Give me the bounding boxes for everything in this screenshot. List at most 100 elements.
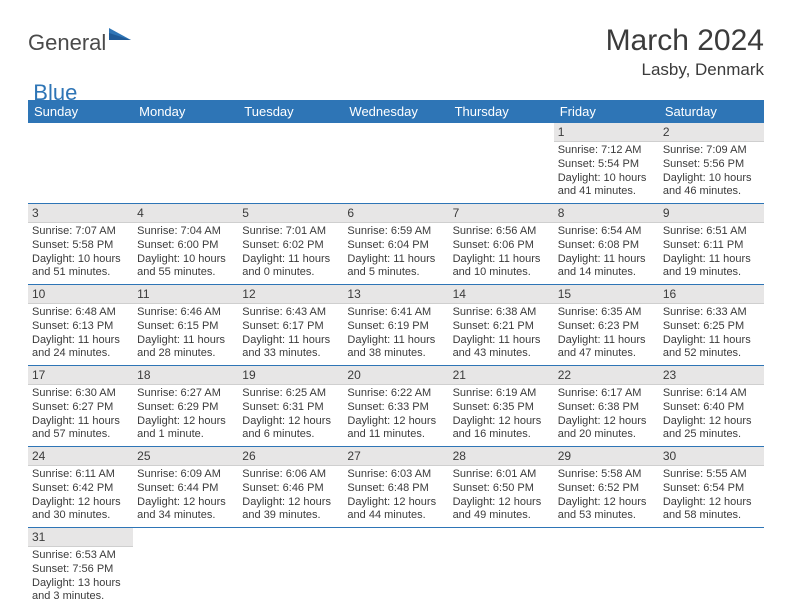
calendar-cell: 28Sunrise: 6:01 AMSunset: 6:50 PMDayligh… xyxy=(449,447,554,528)
calendar-cell: 9Sunrise: 6:51 AMSunset: 6:11 PMDaylight… xyxy=(659,204,764,285)
sunrise-text: Sunrise: 6:06 AM xyxy=(242,468,339,482)
sunrise-text: Sunrise: 6:19 AM xyxy=(453,387,550,401)
day-number: 22 xyxy=(554,366,659,385)
daylight-text: and 58 minutes. xyxy=(663,509,760,523)
weekday-header: Saturday xyxy=(659,100,764,123)
sunset-text: Sunset: 6:54 PM xyxy=(663,482,760,496)
day-details: Sunrise: 6:25 AMSunset: 6:31 PMDaylight:… xyxy=(238,385,343,446)
daylight-text: Daylight: 12 hours xyxy=(32,496,129,510)
calendar-cell xyxy=(343,123,448,204)
sunset-text: Sunset: 6:06 PM xyxy=(453,239,550,253)
day-details: Sunrise: 6:35 AMSunset: 6:23 PMDaylight:… xyxy=(554,304,659,365)
daylight-text: and 55 minutes. xyxy=(137,266,234,280)
sunrise-text: Sunrise: 6:53 AM xyxy=(32,549,129,563)
calendar-cell: 18Sunrise: 6:27 AMSunset: 6:29 PMDayligh… xyxy=(133,366,238,447)
daylight-text: and 49 minutes. xyxy=(453,509,550,523)
sunset-text: Sunset: 5:58 PM xyxy=(32,239,129,253)
sunset-text: Sunset: 6:23 PM xyxy=(558,320,655,334)
calendar-week-row: 10Sunrise: 6:48 AMSunset: 6:13 PMDayligh… xyxy=(28,285,764,366)
daylight-text: Daylight: 11 hours xyxy=(137,334,234,348)
day-details: Sunrise: 6:03 AMSunset: 6:48 PMDaylight:… xyxy=(343,466,448,527)
sunrise-text: Sunrise: 7:09 AM xyxy=(663,144,760,158)
daylight-text: Daylight: 12 hours xyxy=(347,496,444,510)
daylight-text: Daylight: 12 hours xyxy=(453,496,550,510)
sunrise-text: Sunrise: 6:14 AM xyxy=(663,387,760,401)
daylight-text: and 53 minutes. xyxy=(558,509,655,523)
daylight-text: Daylight: 12 hours xyxy=(242,415,339,429)
sunrise-text: Sunrise: 6:11 AM xyxy=(32,468,129,482)
sunset-text: Sunset: 5:56 PM xyxy=(663,158,760,172)
daylight-text: and 0 minutes. xyxy=(242,266,339,280)
day-number: 1 xyxy=(554,123,659,142)
day-details: Sunrise: 6:27 AMSunset: 6:29 PMDaylight:… xyxy=(133,385,238,446)
sunrise-text: Sunrise: 6:35 AM xyxy=(558,306,655,320)
sunset-text: Sunset: 6:11 PM xyxy=(663,239,760,253)
daylight-text: and 20 minutes. xyxy=(558,428,655,442)
sunrise-text: Sunrise: 6:22 AM xyxy=(347,387,444,401)
day-details: Sunrise: 6:11 AMSunset: 6:42 PMDaylight:… xyxy=(28,466,133,527)
calendar-cell: 4Sunrise: 7:04 AMSunset: 6:00 PMDaylight… xyxy=(133,204,238,285)
sunset-text: Sunset: 6:33 PM xyxy=(347,401,444,415)
sunrise-text: Sunrise: 5:58 AM xyxy=(558,468,655,482)
calendar-week-row: 1Sunrise: 7:12 AMSunset: 5:54 PMDaylight… xyxy=(28,123,764,204)
daylight-text: and 46 minutes. xyxy=(663,185,760,199)
calendar-cell xyxy=(28,123,133,204)
day-details: Sunrise: 6:14 AMSunset: 6:40 PMDaylight:… xyxy=(659,385,764,446)
daylight-text: Daylight: 11 hours xyxy=(242,253,339,267)
day-number: 24 xyxy=(28,447,133,466)
sunrise-text: Sunrise: 6:17 AM xyxy=(558,387,655,401)
sunrise-text: Sunrise: 6:56 AM xyxy=(453,225,550,239)
daylight-text: Daylight: 12 hours xyxy=(453,415,550,429)
calendar-cell: 23Sunrise: 6:14 AMSunset: 6:40 PMDayligh… xyxy=(659,366,764,447)
day-number: 4 xyxy=(133,204,238,223)
daylight-text: and 1 minute. xyxy=(137,428,234,442)
calendar-cell xyxy=(238,528,343,609)
day-details: Sunrise: 6:48 AMSunset: 6:13 PMDaylight:… xyxy=(28,304,133,365)
daylight-text: and 14 minutes. xyxy=(558,266,655,280)
daylight-text: Daylight: 12 hours xyxy=(137,496,234,510)
calendar-week-row: 3Sunrise: 7:07 AMSunset: 5:58 PMDaylight… xyxy=(28,204,764,285)
day-details: Sunrise: 6:22 AMSunset: 6:33 PMDaylight:… xyxy=(343,385,448,446)
day-details: Sunrise: 6:09 AMSunset: 6:44 PMDaylight:… xyxy=(133,466,238,527)
day-number: 26 xyxy=(238,447,343,466)
day-details: Sunrise: 6:06 AMSunset: 6:46 PMDaylight:… xyxy=(238,466,343,527)
sunrise-text: Sunrise: 7:12 AM xyxy=(558,144,655,158)
calendar-cell: 6Sunrise: 6:59 AMSunset: 6:04 PMDaylight… xyxy=(343,204,448,285)
day-details: Sunrise: 6:30 AMSunset: 6:27 PMDaylight:… xyxy=(28,385,133,446)
calendar-cell: 27Sunrise: 6:03 AMSunset: 6:48 PMDayligh… xyxy=(343,447,448,528)
daylight-text: Daylight: 11 hours xyxy=(347,334,444,348)
daylight-text: Daylight: 10 hours xyxy=(137,253,234,267)
calendar-cell xyxy=(659,528,764,609)
day-details: Sunrise: 6:19 AMSunset: 6:35 PMDaylight:… xyxy=(449,385,554,446)
sunrise-text: Sunrise: 6:48 AM xyxy=(32,306,129,320)
sunrise-text: Sunrise: 6:01 AM xyxy=(453,468,550,482)
daylight-text: and 10 minutes. xyxy=(453,266,550,280)
sunrise-text: Sunrise: 5:55 AM xyxy=(663,468,760,482)
sunset-text: Sunset: 6:21 PM xyxy=(453,320,550,334)
brand-word1: General xyxy=(28,32,106,54)
sunset-text: Sunset: 5:54 PM xyxy=(558,158,655,172)
calendar-cell: 8Sunrise: 6:54 AMSunset: 6:08 PMDaylight… xyxy=(554,204,659,285)
calendar-cell: 15Sunrise: 6:35 AMSunset: 6:23 PMDayligh… xyxy=(554,285,659,366)
sunrise-text: Sunrise: 6:41 AM xyxy=(347,306,444,320)
day-number: 12 xyxy=(238,285,343,304)
calendar-week-row: 24Sunrise: 6:11 AMSunset: 6:42 PMDayligh… xyxy=(28,447,764,528)
weekday-header: Monday xyxy=(133,100,238,123)
day-details: Sunrise: 6:38 AMSunset: 6:21 PMDaylight:… xyxy=(449,304,554,365)
calendar-cell: 12Sunrise: 6:43 AMSunset: 6:17 PMDayligh… xyxy=(238,285,343,366)
day-number: 19 xyxy=(238,366,343,385)
daylight-text: Daylight: 12 hours xyxy=(558,415,655,429)
calendar-cell: 22Sunrise: 6:17 AMSunset: 6:38 PMDayligh… xyxy=(554,366,659,447)
day-number: 17 xyxy=(28,366,133,385)
calendar-cell: 3Sunrise: 7:07 AMSunset: 5:58 PMDaylight… xyxy=(28,204,133,285)
daylight-text: and 30 minutes. xyxy=(32,509,129,523)
weekday-header: Tuesday xyxy=(238,100,343,123)
daylight-text: and 44 minutes. xyxy=(347,509,444,523)
daylight-text: and 5 minutes. xyxy=(347,266,444,280)
sunset-text: Sunset: 6:17 PM xyxy=(242,320,339,334)
sunrise-text: Sunrise: 7:07 AM xyxy=(32,225,129,239)
calendar-cell: 11Sunrise: 6:46 AMSunset: 6:15 PMDayligh… xyxy=(133,285,238,366)
calendar-cell: 30Sunrise: 5:55 AMSunset: 6:54 PMDayligh… xyxy=(659,447,764,528)
day-details: Sunrise: 6:53 AMSunset: 7:56 PMDaylight:… xyxy=(28,547,133,608)
day-details: Sunrise: 6:43 AMSunset: 6:17 PMDaylight:… xyxy=(238,304,343,365)
